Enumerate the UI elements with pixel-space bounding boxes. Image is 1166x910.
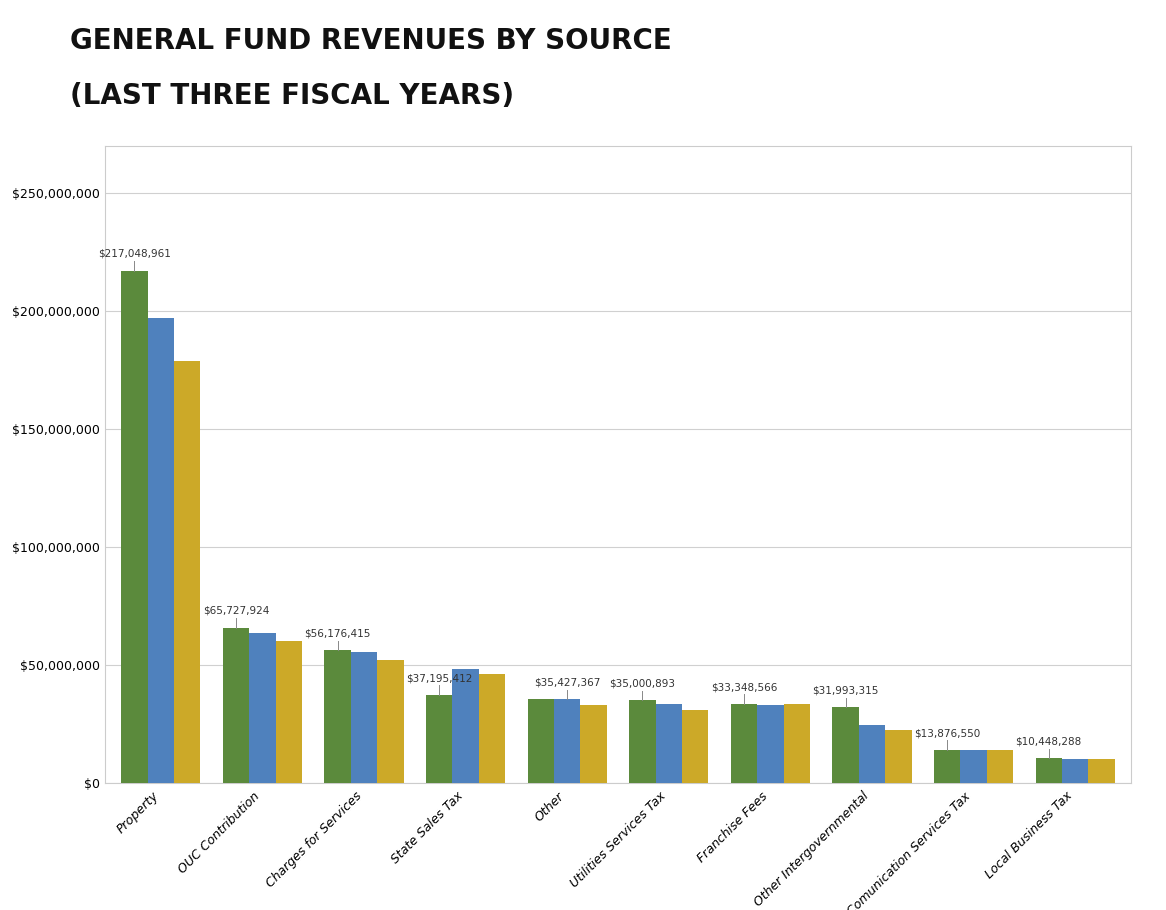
Text: $35,427,367: $35,427,367 [534,677,600,687]
Text: $10,448,288: $10,448,288 [1016,736,1082,746]
Bar [630,700,655,783]
Bar [833,707,858,783]
Text: $35,000,893: $35,000,893 [610,678,675,688]
Bar [426,695,452,783]
Bar [858,724,885,783]
Bar [554,699,581,783]
Bar [250,632,275,783]
Text: $217,048,961: $217,048,961 [98,248,171,258]
Bar [986,750,1013,783]
Bar [223,628,250,783]
Text: $65,727,924: $65,727,924 [203,606,269,616]
Text: $31,993,315: $31,993,315 [813,685,879,695]
Bar [1088,759,1115,783]
Bar [682,710,709,783]
Bar [275,641,302,783]
Bar [452,669,479,783]
Bar [961,750,986,783]
Bar [581,704,606,783]
Bar [148,318,174,783]
Bar [479,674,505,783]
Bar [757,704,784,783]
Text: $37,195,412: $37,195,412 [406,673,472,683]
Bar [1035,758,1062,783]
Text: (LAST THREE FISCAL YEARS): (LAST THREE FISCAL YEARS) [70,82,514,110]
Bar [351,652,378,783]
Bar [174,361,201,783]
Bar [934,750,961,783]
Text: $33,348,566: $33,348,566 [711,682,778,693]
Bar [784,704,810,783]
Bar [655,704,682,783]
Bar [731,704,757,783]
Bar [324,650,351,783]
Bar [885,730,912,783]
Bar [1062,759,1088,783]
Text: $56,176,415: $56,176,415 [304,628,371,638]
Bar [527,699,554,783]
Text: $13,876,550: $13,876,550 [914,728,981,738]
Text: GENERAL FUND REVENUES BY SOURCE: GENERAL FUND REVENUES BY SOURCE [70,27,672,56]
Bar [378,660,403,783]
Bar [121,270,148,783]
